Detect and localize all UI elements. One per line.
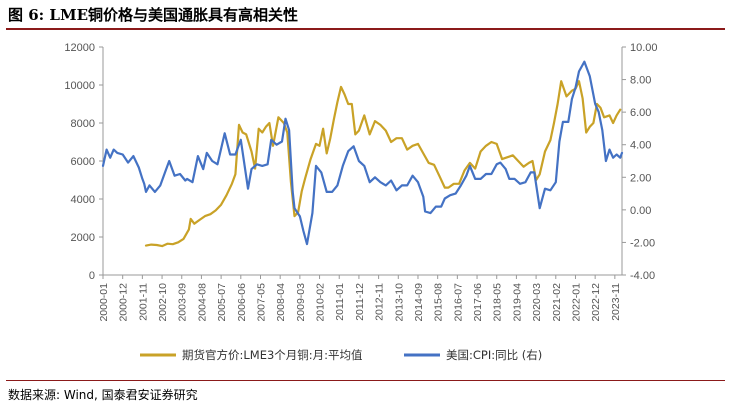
right-tick-label: 8.00 [630,75,651,87]
x-tick-label: 2010-02 [315,283,327,322]
x-tick-label: 2015-08 [433,283,445,322]
line-chart: 0 2000 4000 6000 8000 10000 12000 -4.00 -2.00 0.0… [64,42,657,362]
right-tick-label: -2.00 [630,237,655,249]
right-tick-label: 4.00 [630,140,651,152]
x-tick-label: 2011-12 [354,283,366,321]
x-tick-label: 2011-01 [334,283,346,321]
x-tick-label: 2013-10 [393,283,405,322]
x-tick-label: 2021-02 [551,283,563,322]
left-tick-label: 0 [89,270,95,282]
x-tick-label: 2000-12 [118,283,130,322]
right-tick-label: -4.00 [630,270,655,282]
x-tick-label: 2002-10 [157,283,169,322]
chart-legend: 期货官方价:LME3个月铜:月:平均值 美国:CPI:同比 (右) [140,348,542,362]
x-tick-label: 2018-05 [492,283,504,322]
lme-copper-series-line [144,80,622,248]
x-tick-label: 2019-04 [511,283,523,322]
chart-axes: 0 2000 4000 6000 8000 10000 12000 -4.00 -2.00 0.0… [64,42,657,322]
left-tick-label: 4000 [71,194,95,206]
right-tick-label: 2.00 [630,172,651,184]
series-layer [101,60,624,248]
figure-title: 图 6: LME铜价格与美国通胀具有高相关性 [8,6,299,24]
title-rule [6,28,725,30]
legend-label: 美国:CPI:同比 (右) [446,348,542,362]
x-tick-label: 2007-05 [255,283,267,322]
left-tick-label: 6000 [71,156,95,168]
right-tick-label: 10.00 [630,42,658,54]
x-tick-label: 2005-07 [216,283,228,322]
x-tick-label: 2006-06 [236,283,248,322]
x-tick-label: 2003-09 [177,283,189,322]
left-tick-label: 2000 [71,232,95,244]
x-tick-label: 2009-03 [295,283,307,322]
us-cpi-series-line [101,60,624,246]
legend-label: 期货官方价:LME3个月铜:月:平均值 [182,348,363,362]
x-tick-label: 2020-03 [531,283,543,322]
x-tick-label: 2008-04 [275,283,287,322]
right-tick-label: 0.00 [630,205,651,217]
x-tick-label: 2000-01 [98,283,110,322]
right-tick-label: 6.00 [630,107,651,119]
x-tick-label: 2023-11 [610,283,622,321]
x-tick-label: 2012-11 [374,283,386,321]
x-tick-label: 2022-01 [570,283,582,322]
x-tick-label: 2004-08 [196,283,208,322]
left-tick-label: 12000 [64,42,95,54]
x-tick-label: 2022-12 [590,283,602,322]
x-tick-label: 2017-06 [472,283,484,322]
x-tick-label: 2001-11 [137,283,149,321]
bottom-rule [6,380,725,381]
left-tick-label: 10000 [64,80,95,92]
x-tick-label: 2014-09 [413,283,425,322]
source-note: 数据来源: Wind, 国泰君安证券研究 [8,388,198,402]
x-tick-label: 2016-07 [452,283,464,322]
left-tick-label: 8000 [71,118,95,130]
